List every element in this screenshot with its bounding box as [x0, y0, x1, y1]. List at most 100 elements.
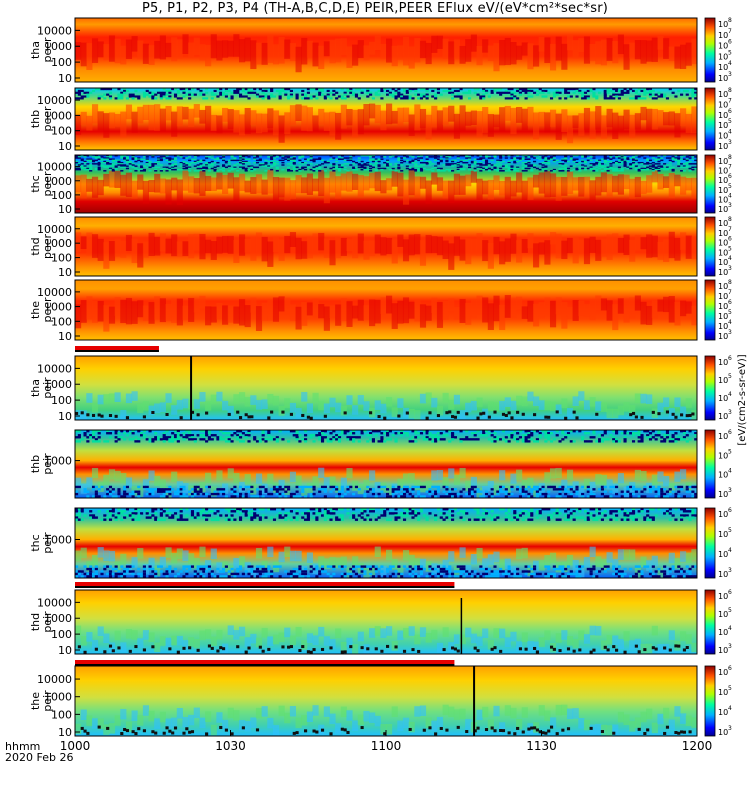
noise-speckle: [222, 93, 226, 96]
noise-speckle: [581, 93, 585, 96]
noise-speckle: [233, 166, 237, 169]
noise-speckle: [428, 512, 432, 515]
noise-speckle: [250, 165, 254, 167]
noise-speckle: [383, 416, 387, 420]
noise-speckle: [564, 166, 568, 169]
noise-speckle: [80, 166, 84, 169]
noise-speckle: [612, 567, 616, 571]
noise-speckle: [493, 167, 497, 170]
noise-speckle: [493, 156, 497, 158]
noise-speckle: [465, 412, 469, 416]
noise-speckle: [634, 89, 638, 93]
colorbar-tick-label: 10: [718, 471, 728, 480]
noise-speckle: [77, 485, 81, 489]
flux-texture: [397, 172, 404, 197]
colorbar-tick-exponent: 6: [728, 108, 732, 115]
noise-speckle: [295, 485, 299, 489]
noise-speckle: [315, 167, 319, 170]
noise-speckle: [391, 565, 395, 568]
noise-speckle: [448, 88, 452, 91]
noise-speckle: [386, 570, 390, 573]
flux-texture: [357, 109, 364, 135]
noise-speckle: [564, 488, 568, 491]
noise-speckle: [247, 516, 251, 519]
noise-speckle: [244, 436, 248, 439]
noise-speckle: [309, 485, 313, 489]
flux-texture: [80, 410, 87, 420]
noise-speckle: [137, 97, 141, 100]
noise-speckle: [411, 159, 415, 162]
noise-speckle: [484, 430, 489, 433]
noise-speckle: [600, 518, 604, 521]
noise-speckle: [255, 155, 260, 157]
flux-texture: [470, 34, 477, 52]
noise-speckle: [236, 570, 240, 573]
noise-speckle: [128, 492, 132, 496]
noise-speckle: [207, 485, 212, 489]
noise-speckle: [417, 159, 421, 162]
noise-speckle: [213, 170, 217, 172]
noise-speckle: [304, 95, 308, 98]
noise-speckle: [479, 161, 483, 164]
noise-speckle: [657, 157, 661, 159]
noise-speckle: [227, 508, 231, 511]
noise-speckle: [329, 512, 333, 515]
noise-speckle: [544, 432, 548, 435]
flux-texture: [306, 236, 313, 259]
noise-speckle: [267, 156, 271, 158]
noise-speckle: [581, 485, 585, 489]
noise-speckle: [258, 164, 262, 166]
noise-speckle: [83, 432, 87, 435]
noise-speckle: [190, 158, 195, 160]
noise-speckle: [349, 438, 353, 441]
noise-speckle: [108, 167, 113, 170]
noise-speckle: [643, 168, 647, 171]
flux-texture: [442, 559, 449, 571]
noise-speckle: [394, 440, 398, 443]
noise-speckle: [366, 91, 370, 94]
noise-speckle: [369, 565, 373, 568]
noise-speckle: [386, 159, 390, 162]
noise-speckle: [275, 89, 279, 93]
noise-speckle: [117, 160, 121, 163]
noise-speckle: [332, 485, 336, 489]
noise-speckle: [473, 170, 477, 172]
flux-texture: [431, 297, 438, 314]
panel-frame: [74, 87, 698, 151]
noise-speckle: [496, 170, 500, 172]
noise-speckle: [188, 163, 192, 165]
noise-speckle: [411, 490, 415, 493]
noise-speckle: [530, 438, 534, 441]
flux-texture: [91, 467, 99, 479]
noise-speckle: [128, 160, 132, 163]
noise-speckle: [179, 434, 183, 437]
noise-speckle: [275, 438, 279, 441]
colorbar: [704, 216, 716, 277]
flux-texture: [323, 238, 330, 258]
noise-speckle: [629, 165, 633, 167]
noise-speckle: [165, 570, 169, 573]
noise-speckle: [86, 158, 90, 160]
noise-speckle: [349, 485, 353, 489]
noise-speckle: [654, 155, 658, 157]
noise-speckle: [230, 155, 234, 157]
noise-speckle: [646, 436, 650, 439]
noise-speckle: [89, 570, 93, 573]
noise-speckle: [360, 508, 364, 511]
noise-speckle: [289, 157, 293, 159]
flux-texture: [436, 35, 444, 49]
noise-speckle: [151, 410, 155, 414]
noise-speckle: [414, 164, 418, 166]
noise-speckle: [691, 512, 695, 515]
noise-speckle: [264, 575, 268, 578]
noise-speckle: [448, 516, 452, 519]
noise-speckle: [83, 572, 87, 576]
noise-speckle: [504, 488, 508, 491]
noise-speckle: [671, 514, 675, 517]
noise-speckle: [295, 430, 299, 433]
noise-speckle: [538, 91, 542, 94]
flux-texture: [555, 176, 562, 201]
noise-speckle: [561, 572, 565, 576]
noise-speckle: [595, 412, 599, 416]
flux-texture: [120, 240, 127, 258]
